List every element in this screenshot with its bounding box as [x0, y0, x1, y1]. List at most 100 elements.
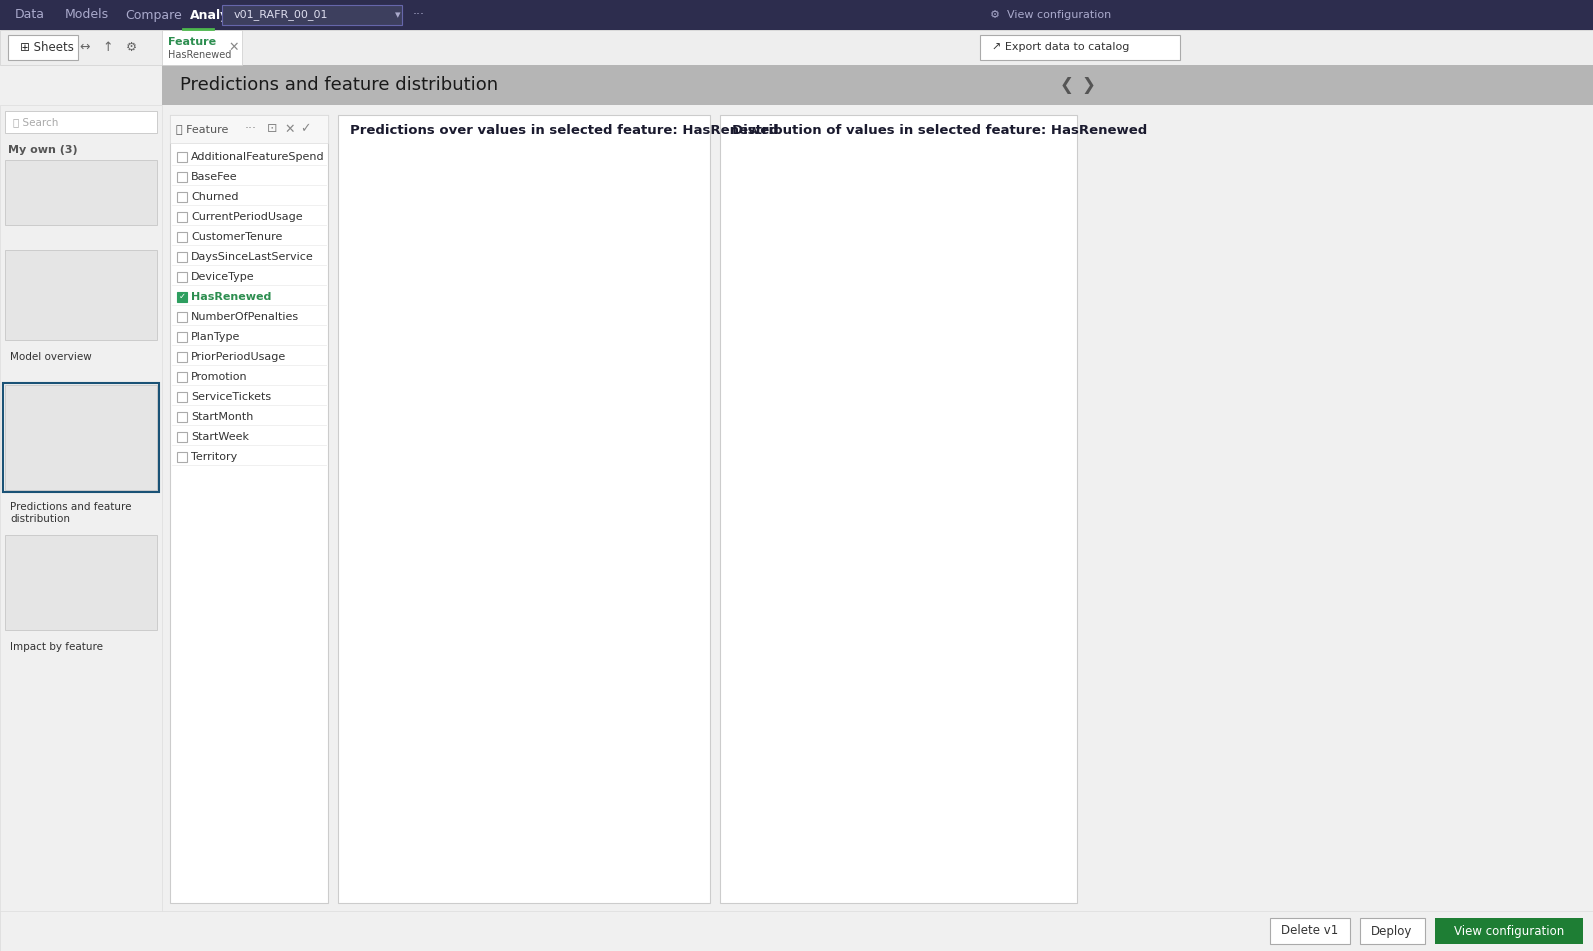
- Bar: [177, 292, 186, 302]
- Text: Deploy: Deploy: [1372, 924, 1413, 938]
- Text: CurrentPeriodUsage: CurrentPeriodUsage: [191, 212, 303, 222]
- Text: 10.21: 10.21: [425, 238, 456, 247]
- Text: BaseFee: BaseFee: [191, 172, 237, 182]
- Text: HasRenewed: HasRenewed: [167, 50, 231, 60]
- Text: ✕: ✕: [284, 123, 295, 135]
- Bar: [177, 312, 186, 322]
- Bar: [5, 111, 158, 133]
- Bar: [720, 115, 1077, 903]
- Text: StartMonth: StartMonth: [191, 412, 253, 422]
- Bar: [5, 535, 158, 630]
- Text: ServiceTickets: ServiceTickets: [191, 392, 271, 402]
- Text: DaysSinceLastService: DaysSinceLastService: [191, 252, 314, 262]
- Bar: [0, 105, 162, 951]
- Text: View configuration: View configuration: [1454, 924, 1564, 938]
- Text: Model overview: Model overview: [10, 352, 92, 362]
- Text: 10.15: 10.15: [457, 241, 487, 251]
- Text: ✓: ✓: [178, 292, 185, 301]
- Bar: [170, 115, 328, 903]
- Text: 🔍 Feature: 🔍 Feature: [175, 124, 228, 134]
- Bar: [177, 192, 186, 202]
- Text: 10.42: 10.42: [559, 225, 588, 236]
- Text: PlanType: PlanType: [191, 332, 241, 342]
- X-axis label: HasRenewed: HasRenewed: [873, 878, 954, 891]
- Text: ✓: ✓: [299, 123, 311, 135]
- Bar: [338, 115, 710, 903]
- Text: ❯: ❯: [1082, 76, 1094, 94]
- Text: Predictions and feature
distribution: Predictions and feature distribution: [10, 502, 132, 524]
- Bar: [1435, 918, 1583, 944]
- Text: PriorPeriodUsage: PriorPeriodUsage: [191, 352, 287, 362]
- Text: ···: ···: [413, 9, 425, 22]
- Text: ↔: ↔: [80, 41, 91, 54]
- Bar: [457, 255, 487, 833]
- Bar: [425, 252, 456, 833]
- Text: Data: Data: [14, 9, 45, 22]
- Bar: [5, 385, 158, 490]
- Text: ✕: ✕: [229, 41, 239, 54]
- Bar: [177, 412, 186, 422]
- Bar: [162, 65, 1593, 105]
- Bar: [177, 172, 186, 182]
- Text: Compare: Compare: [124, 9, 182, 22]
- Text: ↗ Export data to catalog: ↗ Export data to catalog: [992, 43, 1129, 52]
- Bar: [3, 383, 159, 492]
- Text: ↑: ↑: [104, 41, 113, 54]
- Text: 🔍 Search: 🔍 Search: [13, 117, 59, 127]
- Text: Territory: Territory: [191, 452, 237, 462]
- Text: My own (3): My own (3): [8, 145, 78, 155]
- Bar: [170, 115, 328, 143]
- Text: Analyze: Analyze: [190, 9, 245, 22]
- Bar: [5, 160, 158, 225]
- Text: Delete v1: Delete v1: [1281, 924, 1338, 938]
- Bar: [956, 744, 1002, 848]
- Text: Predictions and feature distribution: Predictions and feature distribution: [180, 76, 499, 94]
- Text: Feature: Feature: [167, 37, 217, 48]
- Text: HasRenewed: HasRenewed: [191, 292, 271, 302]
- Text: v01_RAFR_00_01: v01_RAFR_00_01: [234, 10, 328, 21]
- Text: Impact by feature: Impact by feature: [10, 642, 104, 652]
- Bar: [0, 911, 1593, 951]
- Bar: [177, 332, 186, 342]
- Bar: [162, 30, 242, 65]
- Text: ▾: ▾: [395, 10, 400, 20]
- Text: AdditionalFeatureSpend: AdditionalFeatureSpend: [191, 152, 325, 162]
- Text: ⚙: ⚙: [126, 41, 137, 54]
- Text: Distribution of values in selected feature: HasRenewed: Distribution of values in selected featu…: [733, 125, 1147, 138]
- Text: ⊡: ⊡: [268, 123, 277, 135]
- Text: CustomerTenure: CustomerTenure: [191, 232, 282, 242]
- Bar: [824, 184, 870, 848]
- Text: ⚙  View configuration: ⚙ View configuration: [989, 10, 1112, 20]
- Bar: [177, 252, 186, 262]
- Bar: [177, 212, 186, 222]
- Bar: [177, 372, 186, 382]
- Bar: [489, 711, 519, 833]
- Text: Promotion: Promotion: [191, 372, 247, 382]
- Text: Models: Models: [65, 9, 110, 22]
- Bar: [221, 5, 401, 25]
- Bar: [0, 0, 1593, 30]
- Text: 10.69: 10.69: [591, 210, 620, 220]
- Bar: [623, 731, 652, 833]
- Text: 1.79: 1.79: [626, 716, 648, 727]
- Text: Predictions over values in selected feature: HasRenewed: Predictions over values in selected feat…: [350, 125, 779, 138]
- Text: ❮: ❮: [1059, 76, 1074, 94]
- Bar: [8, 35, 78, 60]
- Bar: [591, 224, 620, 833]
- Bar: [177, 352, 186, 362]
- Text: NumberOfPenalties: NumberOfPenalties: [191, 312, 299, 322]
- Text: Churned: Churned: [191, 192, 239, 202]
- Bar: [177, 272, 186, 282]
- X-axis label: HasRenewed: HasRenewed: [499, 863, 580, 876]
- Bar: [177, 152, 186, 162]
- Bar: [177, 432, 186, 442]
- Bar: [1360, 918, 1426, 944]
- Text: DeviceType: DeviceType: [191, 272, 255, 282]
- Bar: [0, 30, 1593, 65]
- Text: ⊞ Sheets: ⊞ Sheets: [21, 41, 73, 54]
- Bar: [559, 240, 588, 833]
- Bar: [5, 250, 158, 340]
- Bar: [1270, 918, 1349, 944]
- Bar: [177, 452, 186, 462]
- Text: ···: ···: [245, 123, 256, 135]
